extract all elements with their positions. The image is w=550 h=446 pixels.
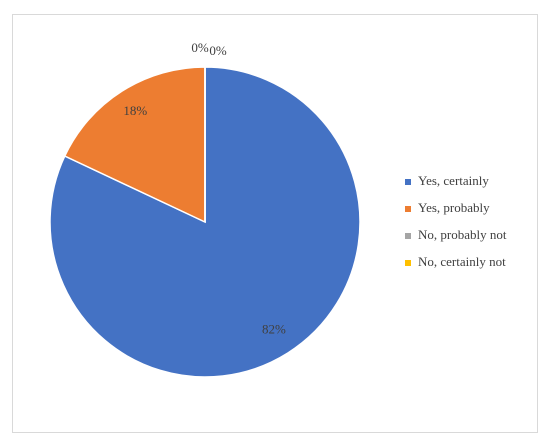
data-label: 0% — [191, 40, 209, 55]
legend-marker — [405, 260, 411, 266]
legend-marker — [405, 206, 411, 212]
legend-marker — [405, 233, 411, 239]
data-label: 82% — [262, 322, 286, 337]
legend-label: No, probably not — [418, 227, 507, 242]
legend-label: No, certainly not — [418, 254, 506, 269]
legend-label: Yes, probably — [418, 200, 490, 215]
data-label: 0% — [209, 43, 227, 58]
legend-label: Yes, certainly — [418, 173, 489, 188]
data-label: 18% — [123, 103, 147, 118]
legend-marker — [405, 179, 411, 185]
pie-slice — [63, 66, 206, 224]
